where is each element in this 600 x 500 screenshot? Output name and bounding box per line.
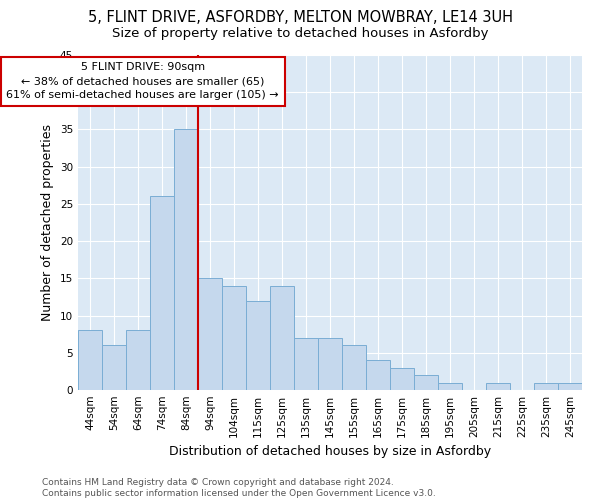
Bar [318,338,342,390]
Text: 5, FLINT DRIVE, ASFORDBY, MELTON MOWBRAY, LE14 3UH: 5, FLINT DRIVE, ASFORDBY, MELTON MOWBRAY… [88,10,512,25]
Bar [390,368,414,390]
Y-axis label: Number of detached properties: Number of detached properties [41,124,55,321]
Bar [246,300,270,390]
Bar [78,330,102,390]
Bar [366,360,390,390]
Bar [270,286,294,390]
Bar [150,196,174,390]
Bar [558,382,582,390]
Bar [342,346,366,390]
Bar [486,382,510,390]
Text: 5 FLINT DRIVE: 90sqm
← 38% of detached houses are smaller (65)
61% of semi-detac: 5 FLINT DRIVE: 90sqm ← 38% of detached h… [7,62,279,100]
Bar [198,278,222,390]
Bar [174,130,198,390]
Text: Size of property relative to detached houses in Asfordby: Size of property relative to detached ho… [112,28,488,40]
Bar [126,330,150,390]
Text: Contains HM Land Registry data © Crown copyright and database right 2024.
Contai: Contains HM Land Registry data © Crown c… [42,478,436,498]
Bar [438,382,462,390]
Bar [222,286,246,390]
X-axis label: Distribution of detached houses by size in Asfordby: Distribution of detached houses by size … [169,446,491,458]
Bar [534,382,558,390]
Bar [294,338,318,390]
Bar [102,346,126,390]
Bar [414,375,438,390]
